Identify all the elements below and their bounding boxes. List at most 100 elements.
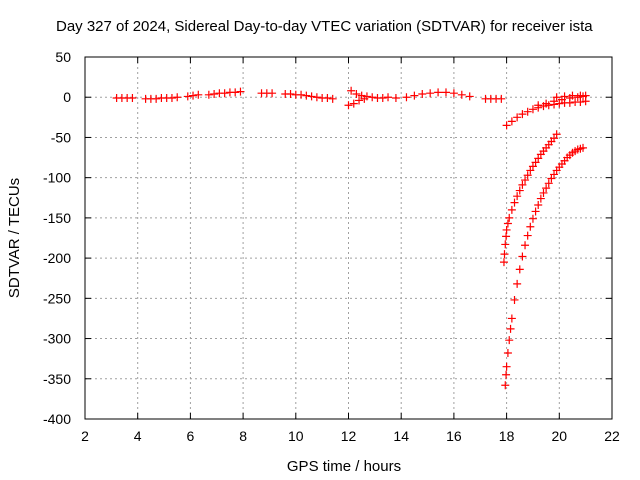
data-point <box>534 201 543 210</box>
data-point <box>531 207 540 216</box>
x-tick-label: 14 <box>393 428 409 444</box>
y-tick-label: -200 <box>43 250 71 266</box>
data-point <box>521 241 530 250</box>
data-point <box>328 94 337 103</box>
data-point <box>426 89 435 98</box>
data-point <box>513 279 522 288</box>
y-tick-label: -400 <box>43 411 71 427</box>
data-point <box>502 370 511 379</box>
data-point <box>323 94 332 103</box>
y-tick-label: 50 <box>55 49 71 65</box>
data-point <box>503 219 512 228</box>
data-point <box>220 89 229 98</box>
data-point <box>268 89 277 98</box>
data-point <box>505 336 514 345</box>
data-point <box>449 89 458 98</box>
data-point <box>515 265 524 274</box>
y-tick-label: -350 <box>43 371 71 387</box>
data-point <box>210 90 219 99</box>
data-point <box>534 101 543 110</box>
data-point <box>507 117 516 126</box>
data-point <box>349 99 358 108</box>
data-point <box>378 94 387 103</box>
data-point <box>352 90 361 99</box>
data-point <box>552 93 561 102</box>
x-tick-label: 10 <box>288 428 304 444</box>
data-point <box>183 92 192 101</box>
data-point <box>568 91 577 100</box>
y-tick-label: 0 <box>63 89 71 105</box>
data-point <box>523 231 532 240</box>
data-point <box>505 213 514 222</box>
data-point <box>410 91 419 100</box>
grid-lines <box>85 57 612 419</box>
data-point <box>542 99 551 108</box>
x-tick-label: 20 <box>552 428 568 444</box>
x-tick-label: 8 <box>239 428 247 444</box>
data-point <box>344 101 353 110</box>
y-tick-label: -150 <box>43 210 71 226</box>
data-point <box>528 105 537 114</box>
data-point <box>503 349 512 358</box>
data-point <box>307 92 316 101</box>
data-point <box>297 90 306 99</box>
data-point <box>528 162 537 171</box>
data-point <box>518 110 527 119</box>
data-point <box>441 88 450 97</box>
axis-ticks <box>84 56 613 420</box>
data-point <box>544 179 553 188</box>
x-tick-label: 2 <box>81 428 89 444</box>
data-point <box>355 96 364 105</box>
data-point <box>402 93 411 102</box>
data-point <box>418 90 427 99</box>
data-point <box>236 87 245 96</box>
data-point <box>526 166 535 175</box>
data-point <box>499 258 508 267</box>
data-point <box>347 86 356 95</box>
data-point <box>534 154 543 163</box>
data-point <box>526 222 535 231</box>
x-tick-label: 16 <box>446 428 462 444</box>
data-point <box>231 88 240 97</box>
x-tick-label: 18 <box>499 428 515 444</box>
data-point <box>523 107 532 116</box>
x-tick-label: 12 <box>341 428 357 444</box>
data-point <box>362 92 371 101</box>
data-point <box>173 93 182 102</box>
y-tick-label: -50 <box>51 129 71 145</box>
data-point <box>189 91 198 100</box>
x-tick-label: 22 <box>604 428 620 444</box>
data-point <box>384 93 393 102</box>
data-point <box>518 180 527 189</box>
data-point <box>506 324 515 333</box>
data-point <box>539 188 548 197</box>
data-point <box>502 362 511 371</box>
data-point <box>513 192 522 201</box>
data-point <box>312 93 321 102</box>
data-point <box>152 94 161 103</box>
data-point <box>531 158 540 167</box>
data-point <box>550 170 559 179</box>
data-point <box>167 94 176 103</box>
data-point <box>579 143 588 152</box>
data-point <box>560 92 569 101</box>
y-tick-label: -250 <box>43 290 71 306</box>
data-point <box>194 90 203 99</box>
data-point <box>521 176 530 185</box>
data-point <box>510 198 519 207</box>
data-point <box>515 186 524 195</box>
data-point <box>391 94 400 103</box>
y-tick-label: -300 <box>43 331 71 347</box>
data-point <box>501 381 510 390</box>
data-point <box>550 134 559 143</box>
data-point <box>500 250 509 259</box>
data-point <box>457 90 466 99</box>
data-point <box>368 93 377 102</box>
data-point <box>501 240 510 249</box>
data-point <box>434 88 443 97</box>
data-point <box>465 92 474 101</box>
data-point <box>547 174 556 183</box>
data-point <box>550 97 559 106</box>
data-point <box>528 214 537 223</box>
